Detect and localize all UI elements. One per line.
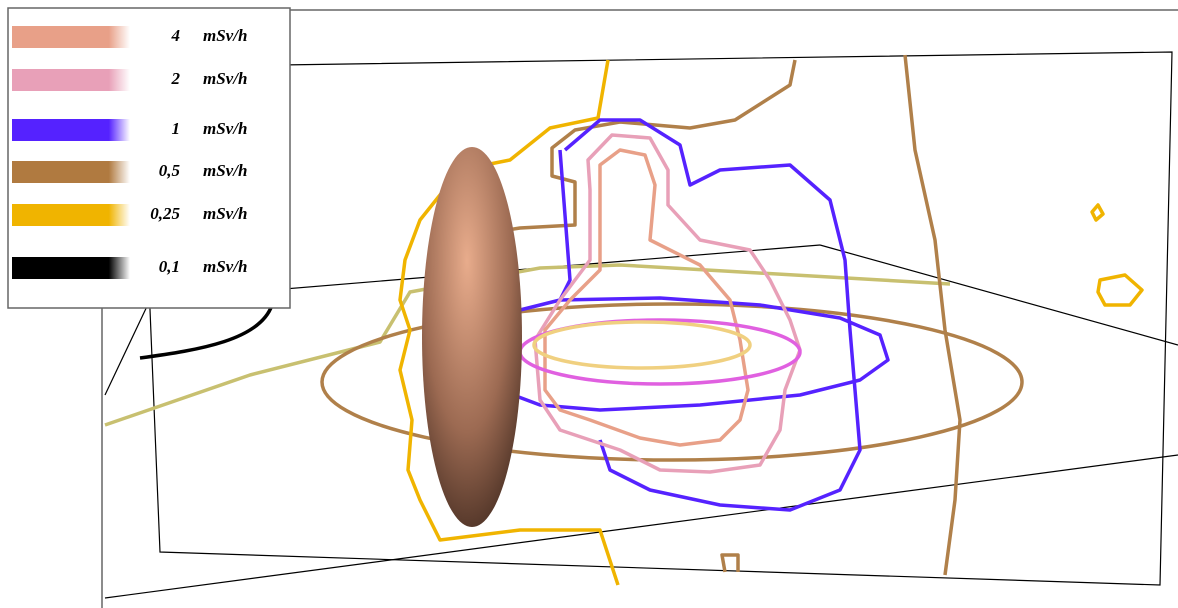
legend-swatch [12,257,130,279]
legend-swatch [12,26,130,48]
legend-unit: mSv/h [203,204,247,223]
legend: 4 mSv/h 2 mSv/h 1 mSv/h 0,5 mSv/h 0,25 mSv/h 0,1 mS… [7,7,291,309]
legend-unit: mSv/h [203,257,247,276]
contours [104,54,1144,586]
legend-swatch [12,204,130,226]
legend-unit: mSv/h [203,161,247,180]
legend-value: 0,25 [150,204,180,223]
legend-value: 4 [171,26,181,45]
legend-value: 0,5 [159,161,181,180]
legend-swatch [12,69,130,91]
legend-swatch [12,161,130,183]
frame [101,9,1178,608]
legend-value: 2 [171,69,181,88]
legend-unit: mSv/h [203,69,247,88]
legend-unit: mSv/h [203,119,247,138]
legend-value: 0,1 [159,257,180,276]
legend-unit: mSv/h [203,26,247,45]
legend-swatch [12,119,130,141]
legend-value: 1 [172,119,181,138]
